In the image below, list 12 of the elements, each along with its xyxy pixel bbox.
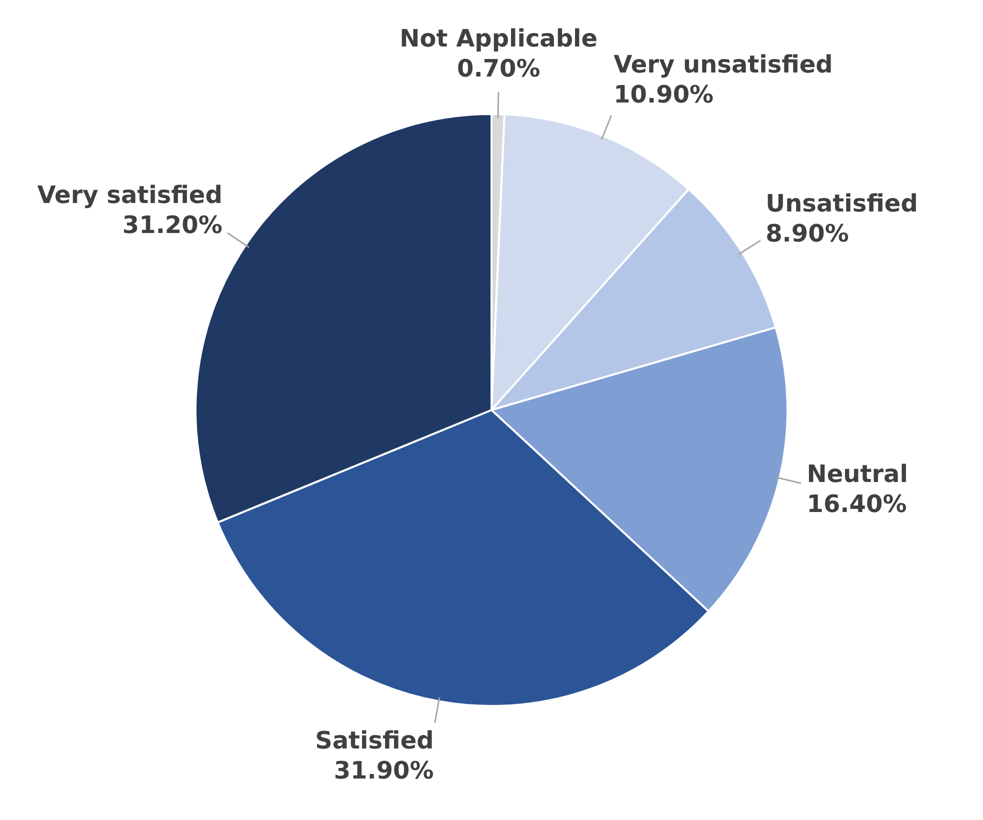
slice-label: Satisfied xyxy=(315,726,434,755)
slice-label: Not Applicable xyxy=(400,24,598,52)
data-label: 31.20% xyxy=(122,211,222,240)
data-label: 31.90% xyxy=(334,756,434,785)
data-label: 10.90% xyxy=(614,80,714,108)
data-label: 16.40% xyxy=(806,490,907,518)
slice-label: Neutral xyxy=(806,460,908,488)
data-label: 0.70% xyxy=(456,54,540,82)
slice-label: Very satisfied xyxy=(37,181,222,210)
slice-label: Very unsatisfied xyxy=(614,50,833,78)
slice-label: Unsatisfied xyxy=(766,189,918,218)
data-label: 8.90% xyxy=(766,219,849,248)
